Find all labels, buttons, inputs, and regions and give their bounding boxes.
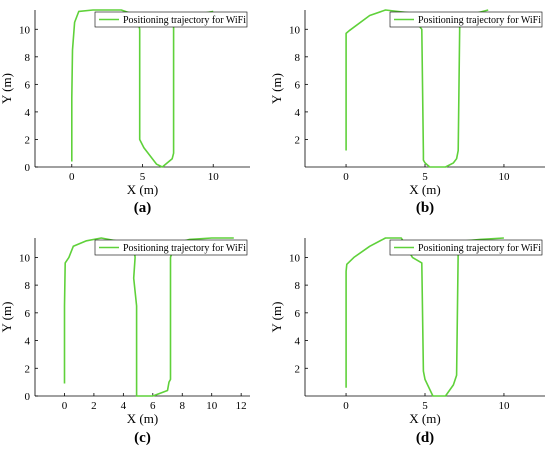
x-tick-label: 10 — [498, 171, 510, 183]
x-tick-label: 0 — [62, 400, 68, 412]
x-axis-label: X (m) — [127, 411, 158, 426]
x-tick-label: 5 — [422, 171, 428, 183]
x-axis-label: X (m) — [409, 182, 440, 197]
y-tick-label: 8 — [295, 52, 301, 64]
x-tick-label: 5 — [140, 171, 146, 183]
y-tick-label: 2 — [25, 134, 31, 146]
x-axis-label: X (m) — [127, 182, 158, 197]
y-tick-label: 2 — [295, 363, 301, 375]
y-tick-label: 10 — [289, 24, 301, 36]
wifi-trajectory-line — [63, 237, 234, 397]
panel-caption: (d) — [416, 430, 434, 446]
x-tick-label: 5 — [422, 400, 428, 412]
y-tick-label: 0 — [25, 391, 31, 403]
y-axis-label: Y (m) — [269, 73, 284, 104]
x-tick-label: 10 — [206, 400, 218, 412]
wifi-trajectory-line — [71, 9, 214, 168]
legend-box — [389, 239, 543, 256]
legend-label: Positioning trajectory for WiFi — [418, 243, 541, 254]
y-axis-label: Y (m) — [0, 302, 14, 333]
y-tick-label: 4 — [295, 336, 301, 348]
panel-caption: (c) — [134, 430, 151, 446]
chart-panel-2: 0 5 10 2 4 6 8 10 X (m) Y (m) Positioning trajecto… — [269, 9, 545, 216]
x-tick-label: 10 — [208, 171, 220, 183]
legend-label: Positioning trajectory for WiFi — [123, 243, 246, 254]
y-tick-label: 6 — [295, 308, 301, 320]
y-axis-label: Y (m) — [269, 302, 284, 333]
y-tick-label: 2 — [295, 134, 301, 146]
y-tick-label: 6 — [25, 79, 31, 91]
y-tick-label: 10 — [19, 252, 31, 264]
x-tick-label: 0 — [69, 171, 75, 183]
legend-box — [389, 11, 543, 28]
x-tick-label: 12 — [236, 400, 247, 412]
wifi-trajectory-line — [345, 9, 489, 168]
x-tick-label: 0 — [343, 171, 349, 183]
x-tick-label: 8 — [180, 400, 186, 412]
y-tick-label: 4 — [25, 336, 31, 348]
x-tick-label: 0 — [343, 400, 349, 412]
y-tick-label: 2 — [25, 363, 31, 375]
x-tick-label: 10 — [498, 400, 510, 412]
chart-panel-3: 0 2 4 6 8 10 12 0 2 4 6 8 10 X (m) Y (m) Positioning tr… — [0, 237, 250, 446]
panel-caption: (a) — [134, 200, 152, 216]
x-tick-label: 4 — [121, 400, 127, 412]
y-tick-label: 4 — [25, 107, 31, 119]
legend-label: Positioning trajectory for WiFi — [418, 15, 541, 26]
x-tick-label: 6 — [150, 400, 156, 412]
y-axis-label: Y (m) — [0, 73, 14, 104]
y-tick-label: 6 — [295, 79, 301, 91]
wifi-trajectory-line — [345, 237, 504, 397]
legend-box — [94, 239, 248, 256]
chart-panel-4: 0 5 10 2 4 6 8 10 X (m) Y (m) Positioning trajecto… — [269, 237, 545, 446]
y-tick-label: 8 — [25, 280, 31, 292]
x-tick-label: 2 — [91, 400, 97, 412]
panel-caption: (b) — [416, 200, 434, 216]
y-tick-label: 0 — [25, 162, 31, 174]
y-tick-label: 8 — [25, 52, 31, 64]
y-tick-label: 4 — [295, 107, 301, 119]
legend-box — [94, 11, 248, 28]
legend-label: Positioning trajectory for WiFi — [123, 15, 246, 26]
x-axis-label: X (m) — [409, 411, 440, 426]
chart-panel-1: 0 5 10 0 2 4 6 8 10 X (m) Y (m) Positioning traject… — [0, 9, 250, 216]
y-tick-label: 10 — [289, 252, 301, 264]
y-tick-label: 6 — [25, 308, 31, 320]
y-tick-label: 8 — [295, 280, 301, 292]
y-tick-label: 10 — [19, 24, 31, 36]
